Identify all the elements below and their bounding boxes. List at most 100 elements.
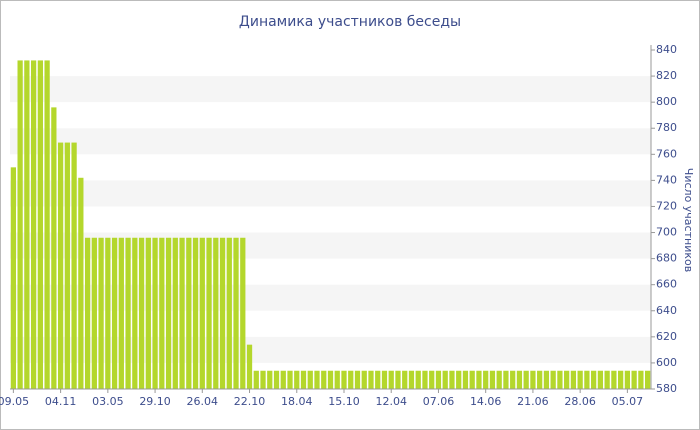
bar	[496, 370, 502, 389]
y-tick-label: 700	[656, 226, 677, 239]
bar	[395, 370, 401, 389]
grid-band	[10, 180, 651, 207]
bar	[226, 237, 232, 389]
bar	[165, 237, 172, 389]
bar	[300, 370, 307, 389]
bar	[645, 370, 651, 389]
bar	[152, 237, 158, 389]
bar	[307, 370, 313, 389]
bar	[64, 142, 70, 389]
x-tick-label: 04.11	[45, 395, 77, 408]
y-tick-label: 580	[656, 382, 677, 395]
y-tick-label: 760	[656, 147, 677, 160]
bar	[402, 370, 408, 389]
bar	[186, 237, 192, 389]
x-tick-label: 15.10	[328, 395, 360, 408]
bar	[287, 370, 293, 389]
bar	[348, 370, 354, 389]
bar	[456, 370, 462, 389]
bar	[550, 370, 556, 389]
bar	[246, 344, 253, 389]
bar	[408, 370, 415, 389]
bar	[233, 237, 239, 389]
bar	[381, 370, 388, 389]
bar	[111, 237, 118, 389]
bar	[564, 370, 570, 389]
y-tick-label: 720	[656, 199, 677, 212]
y-tick-label: 660	[656, 278, 677, 291]
chart-title: Динамика участников беседы	[239, 14, 461, 30]
bar	[449, 370, 455, 389]
bar	[543, 370, 550, 389]
bar	[489, 370, 496, 389]
bar	[273, 370, 280, 389]
y-tick-label: 640	[656, 304, 677, 317]
bar	[597, 370, 604, 389]
bar	[30, 60, 37, 389]
bar	[132, 237, 138, 389]
bar	[219, 237, 226, 389]
bar	[159, 237, 165, 389]
x-tick-label: 21.06	[517, 395, 549, 408]
y-tick-label: 620	[656, 330, 677, 343]
bar	[71, 142, 77, 389]
bar	[179, 237, 185, 389]
bar	[462, 370, 469, 389]
x-tick-label: 28.06	[564, 395, 596, 408]
bar	[570, 370, 577, 389]
bar	[267, 370, 273, 389]
bar	[213, 237, 219, 389]
bar	[206, 237, 212, 389]
bar	[321, 370, 327, 389]
bar	[125, 237, 131, 389]
y-tick-label: 780	[656, 121, 677, 134]
x-tick-label: 12.04	[375, 395, 407, 408]
bar	[503, 370, 509, 389]
bar	[327, 370, 334, 389]
bar	[476, 370, 482, 389]
bar	[24, 60, 30, 389]
x-tick-label: 09.05	[0, 395, 29, 408]
x-tick-label: 05.07	[612, 395, 644, 408]
bar	[483, 370, 489, 389]
x-tick-label: 14.06	[470, 395, 502, 408]
grid-band	[10, 128, 651, 155]
bar	[260, 370, 266, 389]
bar	[314, 370, 320, 389]
bar	[631, 370, 637, 389]
bar	[516, 370, 523, 389]
bar	[604, 370, 610, 389]
x-tick-label: 03.05	[92, 395, 124, 408]
y-axis-label: Число участников	[682, 168, 695, 272]
bar	[138, 237, 145, 389]
bar	[341, 370, 347, 389]
bar	[530, 370, 536, 389]
bar	[280, 370, 286, 389]
bar	[523, 370, 529, 389]
bar	[294, 370, 300, 389]
bar	[624, 370, 631, 389]
bar	[469, 370, 475, 389]
y-tick-label: 840	[656, 43, 677, 56]
bar	[105, 237, 111, 389]
bar	[51, 107, 57, 389]
x-tick-label: 26.04	[187, 395, 219, 408]
bar	[577, 370, 583, 389]
y-tick-label: 820	[656, 69, 677, 82]
bar	[510, 370, 516, 389]
bar	[638, 370, 644, 389]
bar	[591, 370, 597, 389]
bar	[361, 370, 367, 389]
bar	[253, 370, 259, 389]
bar	[442, 370, 448, 389]
y-tick-label: 600	[656, 356, 677, 369]
bar	[611, 370, 617, 389]
bar	[44, 60, 50, 389]
y-tick-label: 740	[656, 173, 677, 186]
bar	[334, 370, 340, 389]
bar	[91, 237, 97, 389]
bar	[37, 60, 43, 389]
bar	[57, 142, 64, 389]
x-tick-label: 22.10	[234, 395, 266, 408]
